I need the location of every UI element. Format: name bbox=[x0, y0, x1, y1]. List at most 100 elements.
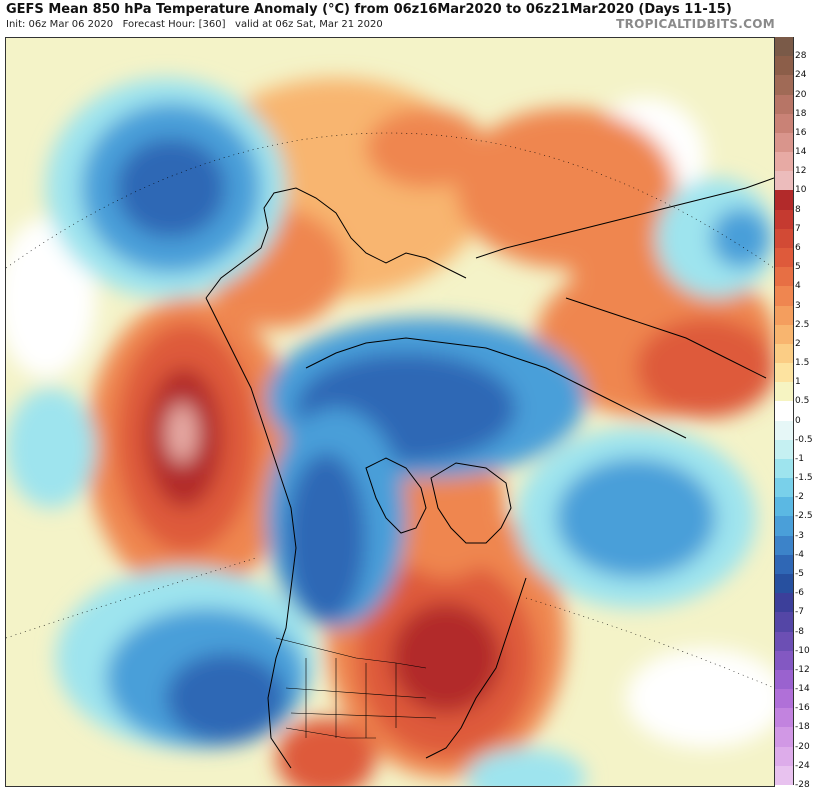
color-scale-swatch bbox=[774, 708, 794, 728]
color-scale-label: 2 bbox=[795, 338, 801, 349]
color-scale-label: -3 bbox=[795, 530, 804, 541]
border-us-mexico bbox=[285, 727, 376, 739]
color-scale-label: -24 bbox=[795, 760, 810, 771]
color-scale-label: -16 bbox=[795, 703, 810, 714]
border-us-states bbox=[285, 658, 437, 738]
color-scale-swatch bbox=[774, 478, 794, 498]
color-scale-label: 20 bbox=[795, 89, 807, 100]
color-scale-swatch bbox=[774, 458, 794, 479]
color-scale-swatch bbox=[774, 228, 794, 249]
color-scale-label: 0 bbox=[795, 415, 801, 426]
political-borders bbox=[275, 637, 437, 739]
color-scale-swatch bbox=[774, 75, 794, 96]
warm-core-europe bbox=[636, 318, 774, 418]
color-scale-swatch bbox=[774, 247, 794, 268]
color-scale-swatch bbox=[774, 535, 794, 556]
color-scale-swatch bbox=[774, 305, 794, 326]
warm-max-pacific bbox=[166, 403, 198, 463]
cold-area-caribbean bbox=[466, 748, 586, 786]
color-scale-swatch bbox=[774, 113, 794, 134]
forecast-hour: Forecast Hour: [360] bbox=[122, 19, 226, 30]
warm-peak-eastern-us bbox=[391, 603, 501, 713]
color-scale-label: 16 bbox=[795, 127, 807, 138]
cold-peak-bering bbox=[116, 138, 226, 238]
color-scale-swatch bbox=[774, 171, 794, 191]
color-scale-swatch bbox=[774, 631, 794, 652]
color-scale-swatch bbox=[774, 190, 794, 211]
valid-time: valid at 06z Sat, Mar 21 2020 bbox=[235, 19, 383, 30]
color-scale-label: -10 bbox=[795, 645, 810, 656]
coast-canada-west bbox=[205, 297, 297, 769]
color-scale-swatch bbox=[774, 94, 794, 115]
color-scale-label: 14 bbox=[795, 147, 807, 158]
anomaly-field-svg bbox=[6, 38, 774, 786]
color-scale-label: -12 bbox=[795, 664, 810, 675]
site-brand: TROPICALTIDBITS.COM bbox=[616, 17, 775, 31]
color-scale-swatch bbox=[774, 765, 794, 786]
color-scale-label: 10 bbox=[795, 185, 807, 196]
color-scale-swatch bbox=[774, 746, 794, 767]
color-scale-label: -4 bbox=[795, 549, 804, 560]
color-scale-label: -8 bbox=[795, 626, 804, 637]
color-scale-label: -2.5 bbox=[795, 511, 813, 522]
color-scale-label: -5 bbox=[795, 569, 804, 580]
cold-peak-northeast-pacific bbox=[166, 653, 286, 743]
coast-alaska bbox=[205, 187, 467, 299]
coast-hudson bbox=[365, 457, 427, 534]
color-scale-label: 1 bbox=[795, 377, 801, 388]
color-scale-swatch bbox=[774, 132, 794, 153]
cold-core-canada bbox=[286, 453, 366, 623]
color-scale-label: -1.5 bbox=[795, 473, 813, 484]
color-scale-label: -1 bbox=[795, 453, 804, 464]
color-scale-swatch bbox=[774, 209, 794, 230]
color-scale-label: 12 bbox=[795, 166, 807, 177]
color-scale-label: -2 bbox=[795, 492, 804, 503]
color-scale-label: 1.5 bbox=[795, 358, 810, 369]
color-scale-swatch bbox=[774, 689, 794, 709]
anomaly-field bbox=[6, 78, 774, 786]
color-scale-label: 18 bbox=[795, 108, 807, 119]
color-scale-swatch bbox=[774, 669, 794, 690]
color-scale-label: 0.5 bbox=[795, 396, 810, 407]
color-scale-label: 4 bbox=[795, 281, 801, 292]
color-scale-swatch bbox=[774, 650, 794, 671]
color-scale-swatch bbox=[774, 37, 794, 57]
color-scale-swatch bbox=[774, 56, 794, 76]
color-scale-label: 6 bbox=[795, 242, 801, 253]
color-scale-label: -7 bbox=[795, 607, 804, 618]
color-scale-swatch bbox=[774, 324, 794, 345]
color-scale-swatch bbox=[774, 554, 794, 575]
color-scale-label: -14 bbox=[795, 684, 810, 695]
color-scale-swatch bbox=[774, 152, 794, 172]
color-scale-swatch bbox=[774, 401, 794, 422]
color-scale-label: 2.5 bbox=[795, 319, 810, 330]
color-scale-swatch bbox=[774, 593, 794, 613]
warm-area-mexico bbox=[276, 718, 376, 786]
color-scale-label: 24 bbox=[795, 70, 807, 81]
color-scale-label: -28 bbox=[795, 780, 810, 790]
coast-eurasia bbox=[475, 177, 774, 259]
color-scale-label: -0.5 bbox=[795, 434, 813, 445]
color-scale-swatch bbox=[774, 439, 794, 460]
cold-area-west-edge bbox=[6, 388, 96, 508]
map-title: GEFS Mean 850 hPa Temperature Anomaly (°… bbox=[6, 2, 732, 17]
color-scale-label: 8 bbox=[795, 204, 801, 215]
color-scale-label: 7 bbox=[795, 223, 801, 234]
neutral-area-southeast bbox=[626, 648, 774, 748]
map-subtitle: Init: 06z Mar 06 2020 Forecast Hour: [36… bbox=[6, 19, 383, 30]
color-scale-swatch bbox=[774, 286, 794, 306]
color-scale-legend: 28 24 20 18 16 14 12 10 8 7 6 5 4 3 2.5 2 1.5 1 0.5 0 -0.5 -1… bbox=[774, 37, 818, 790]
color-scale-label: 5 bbox=[795, 262, 801, 273]
warm-area-kara bbox=[366, 108, 486, 188]
color-scale-swatch bbox=[774, 343, 794, 364]
color-scale-swatch bbox=[774, 516, 794, 537]
coast-arctic bbox=[305, 337, 687, 439]
color-scale-swatch bbox=[774, 420, 794, 441]
coast-europe bbox=[565, 297, 767, 379]
border-us-canada bbox=[275, 637, 427, 669]
color-scale-label: 28 bbox=[795, 51, 807, 62]
coast-greenland bbox=[430, 462, 512, 544]
color-scale-swatch bbox=[774, 574, 794, 594]
color-scale-label: -6 bbox=[795, 588, 804, 599]
color-scale-swatch bbox=[774, 363, 794, 383]
